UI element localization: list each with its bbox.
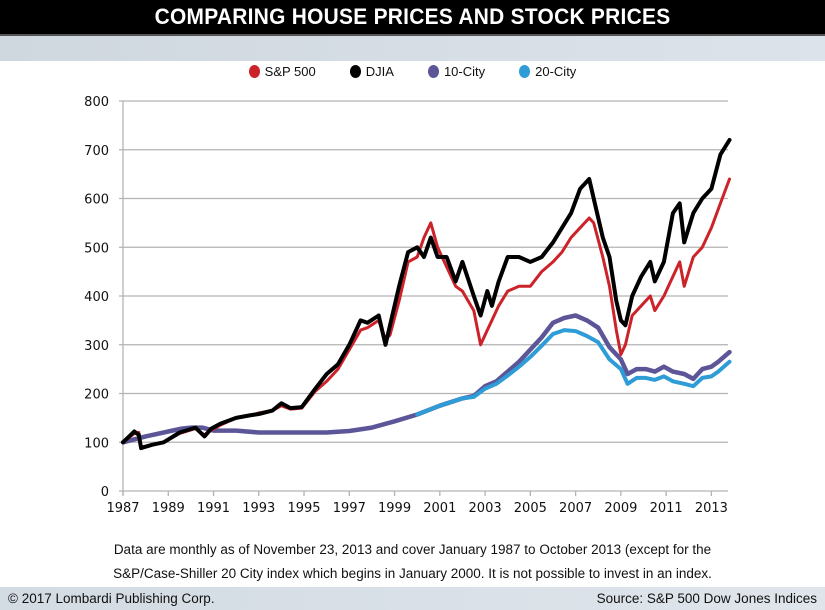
legend-label: 10-City: [443, 64, 486, 79]
source-text: Source: S&P 500 Dow Jones Indices: [596, 591, 817, 606]
axes: [122, 101, 713, 496]
x-tick-label: 2011: [650, 501, 683, 516]
sp500-swatch-icon: [248, 65, 260, 78]
legend-item-sp500: S&P 500: [248, 64, 316, 79]
x-tick-label: 2013: [695, 501, 728, 516]
series-line-20-city: [415, 328, 732, 417]
footnote-line-1: Data are monthly as of November 23, 2013…: [113, 542, 712, 557]
footer-band: © 2017 Lombardi Publishing Corp. Source:…: [0, 587, 825, 610]
legend-item-20-city: 20-City: [519, 64, 576, 79]
y-axis-labels: 0 100 200 300 400 500 600 700 800: [84, 95, 109, 500]
series-line-djia: [121, 138, 732, 451]
y-tick-label: 600: [84, 193, 109, 208]
x-tick-label: 1987: [106, 501, 139, 516]
series-lines: [120, 138, 732, 451]
20-city-swatch-icon: [519, 65, 531, 78]
gridlines: [119, 100, 728, 492]
y-tick-label: 800: [84, 95, 109, 110]
legend-label: 20-City: [535, 64, 577, 79]
djia-swatch-icon: [349, 65, 361, 78]
x-tick-label: 1989: [152, 501, 185, 516]
x-tick-label: 1999: [378, 501, 411, 516]
subheader-band: [0, 36, 825, 61]
x-tick-label: 2009: [604, 501, 637, 516]
y-tick-label: 100: [84, 436, 109, 451]
x-tick-label: 2003: [469, 501, 502, 516]
legend: S&P 500 DJIA 10-City 20-City: [0, 64, 825, 79]
series-line-s-p-500: [121, 177, 731, 449]
x-tick-label: 1997: [333, 501, 366, 516]
legend-label: DJIA: [365, 64, 394, 79]
y-tick-label: 0: [101, 485, 109, 500]
x-tick-label: 2005: [514, 501, 547, 516]
title-banner: COMPARING HOUSE PRICES AND STOCK PRICES: [0, 0, 825, 36]
legend-label: S&P 500: [264, 64, 316, 79]
footnote: Data are monthly as of November 23, 2013…: [0, 538, 825, 586]
10-city-swatch-icon: [427, 65, 439, 78]
series-line-10-city: [120, 313, 732, 445]
y-tick-label: 400: [84, 290, 109, 305]
x-tick-label: 1991: [197, 501, 230, 516]
footnote-line-2: S&P/Case-Shiller 20 City index which beg…: [113, 566, 712, 581]
x-tick-label: 2001: [423, 501, 456, 516]
y-tick-label: 500: [84, 241, 109, 256]
copyright-text: © 2017 Lombardi Publishing Corp.: [8, 591, 215, 606]
y-tick-label: 200: [84, 388, 109, 403]
legend-item-djia: DJIA: [349, 64, 394, 79]
y-tick-label: 700: [84, 144, 109, 159]
x-tick-label: 1995: [287, 501, 320, 516]
x-tick-label: 1993: [242, 501, 275, 516]
x-axis-labels: 1987 1989 1991 1993 1995 1997 1999 2001 2003 2005…: [106, 501, 727, 516]
y-tick-label: 300: [84, 339, 109, 354]
chart-title: COMPARING HOUSE PRICES AND STOCK PRICES: [154, 4, 671, 29]
legend-item-10-city: 10-City: [427, 64, 486, 79]
x-tick-label: 2007: [559, 501, 592, 516]
